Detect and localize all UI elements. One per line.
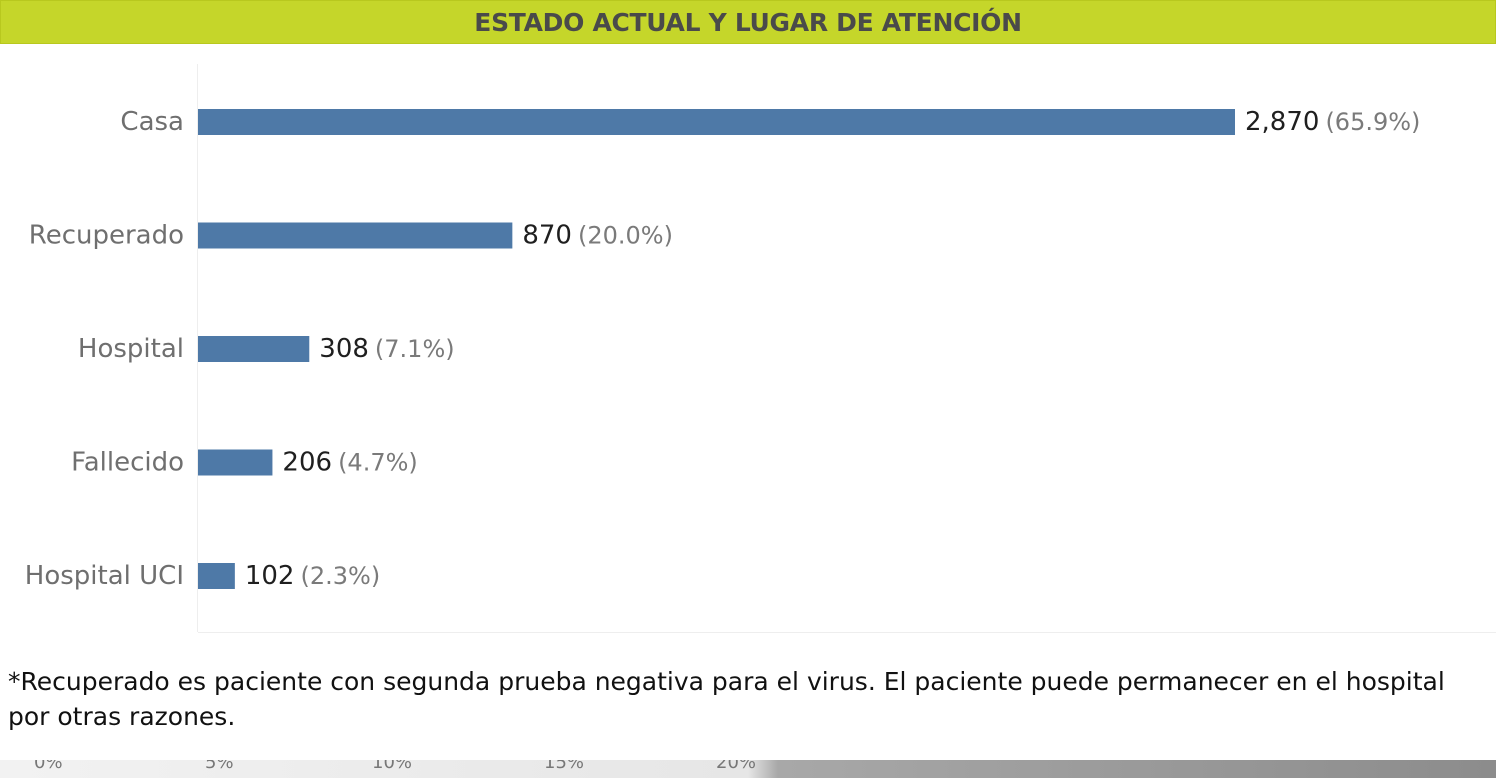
- bar-chart: Casa 2,870 (65.9%) Recuperado 870 (20.0%) Hosp…: [0, 44, 1496, 644]
- bar-recuperado[interactable]: [198, 222, 513, 249]
- bar-chart-svg: Casa 2,870 (65.9%) Recuperado 870 (20.0%) Hosp…: [25, 64, 1496, 633]
- category-label: Fallecido: [71, 448, 184, 478]
- category-label: Hospital UCI: [25, 561, 184, 591]
- percent-label: (7.1%): [375, 335, 455, 363]
- background-axis-tick: 15%: [544, 760, 585, 773]
- percent-label: (65.9%): [1325, 108, 1420, 136]
- percent-label: (4.7%): [338, 449, 418, 477]
- background-axis-tick: 0%: [34, 760, 63, 773]
- chart-header: ESTADO ACTUAL Y LUGAR DE ATENCIÓN: [0, 0, 1496, 44]
- chart-title: ESTADO ACTUAL Y LUGAR DE ATENCIÓN: [474, 7, 1022, 37]
- category-label: Recuperado: [29, 221, 184, 251]
- bar-hospital-uci[interactable]: [198, 563, 235, 589]
- value-label: 102: [245, 561, 295, 591]
- background-axis-tick: 5%: [205, 760, 234, 773]
- background-axis-strip: 0% 5% 10% 15% 20%: [0, 760, 1496, 778]
- value-label: 2,870: [1245, 107, 1319, 137]
- value-label: 870: [522, 221, 572, 251]
- footnote: *Recuperado es paciente con segunda prue…: [8, 667, 1445, 731]
- background-axis-tick: 10%: [372, 760, 413, 773]
- bar-fallecido[interactable]: [198, 449, 273, 476]
- value-label: 206: [282, 448, 332, 478]
- percent-label: (20.0%): [578, 222, 673, 250]
- category-label: Hospital: [78, 334, 184, 364]
- bar-hospital[interactable]: [198, 336, 310, 362]
- background-axis-tick: 20%: [716, 760, 757, 773]
- bar-casa[interactable]: [198, 109, 1235, 135]
- value-label: 308: [319, 334, 369, 364]
- percent-label: (2.3%): [300, 562, 380, 590]
- category-label: Casa: [120, 107, 184, 137]
